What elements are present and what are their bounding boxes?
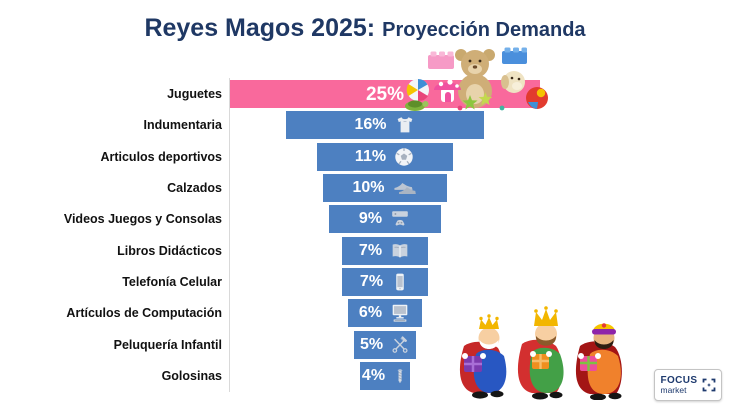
funnel-bar: 7%: [341, 236, 429, 265]
value-label: 7%: [359, 273, 384, 291]
candy-icon: [392, 365, 408, 387]
logo-text-focus: FOCUS: [660, 374, 698, 386]
value-label: 16%: [354, 116, 387, 134]
soccer-ball-icon: [393, 146, 415, 168]
funnel-bar: 5%: [354, 330, 416, 359]
category-label: Calzados: [167, 181, 222, 196]
category-label: Juguetes: [167, 87, 222, 101]
chart-row: Telefonía Celular 7%: [0, 268, 730, 297]
open-book-icon: [389, 240, 411, 262]
three-kings-illustration: [459, 306, 622, 400]
chart-row: Artículos de Computación 6%: [0, 299, 730, 328]
desktop-computer-icon: [389, 302, 411, 324]
viewfinder-icon: [702, 378, 715, 392]
category-label: Articulos deportivos: [100, 149, 222, 164]
value-label: 4%: [361, 367, 386, 385]
scissors-comb-icon: [390, 335, 410, 355]
value-label: 5%: [359, 335, 384, 353]
value-label: 9%: [358, 210, 383, 228]
chart-row: Videos Juegos y Consolas 9%: [0, 205, 730, 234]
category-label: Peluquería Infantil: [113, 337, 222, 352]
category-label: Libros Didácticos: [117, 243, 222, 258]
chart-row: Peluquería Infantil 5%: [0, 330, 730, 359]
chart-row: Libros Didácticos 7%: [0, 236, 730, 265]
funnel-bar: 7%: [341, 268, 429, 297]
focus-market-logo: FOCUS market: [654, 369, 722, 401]
funnel-bar: 6%: [347, 299, 423, 328]
funnel-bar: 10%: [323, 174, 447, 203]
toys-pile-illustration: [405, 47, 548, 111]
value-label: 10%: [352, 179, 385, 197]
chart-row: Indumentaria 16%: [0, 111, 730, 140]
chart-row: Articulos deportivos 11%: [0, 142, 730, 171]
category-label: Artículos de Computación: [66, 306, 222, 321]
value-label: 6%: [358, 304, 383, 322]
game-console-icon: [389, 208, 411, 230]
funnel-bar: 16%: [285, 111, 485, 140]
axis-line: [229, 78, 230, 392]
chart-row: Golosinas 4%: [0, 362, 730, 391]
title-sub: Proyección Demanda: [382, 19, 586, 41]
funnel-bar: 9%: [329, 205, 441, 234]
category-label: Indumentaria: [143, 118, 223, 133]
funnel-bar: 4%: [360, 362, 410, 391]
funnel-bar: 11%: [316, 142, 454, 171]
smartphone-icon: [390, 271, 410, 293]
chart-row: Juguetes 25%: [0, 80, 730, 108]
value-label: 7%: [358, 241, 383, 259]
sneakers-icon: [392, 177, 418, 199]
logo-text-market: market: [660, 384, 687, 395]
category-label: Videos Juegos y Consolas: [63, 212, 222, 227]
category-label: Telefonía Celular: [122, 275, 222, 290]
value-label: 25%: [365, 83, 405, 105]
category-label: Golosinas: [161, 369, 222, 384]
tshirt-icon: [394, 114, 416, 136]
page-title: Reyes Magos 2025: Proyección Demanda: [0, 14, 730, 43]
title-main: Reyes Magos 2025:: [144, 14, 376, 42]
value-label: 11%: [354, 147, 387, 165]
chart-row: Calzados 10%: [0, 174, 730, 203]
